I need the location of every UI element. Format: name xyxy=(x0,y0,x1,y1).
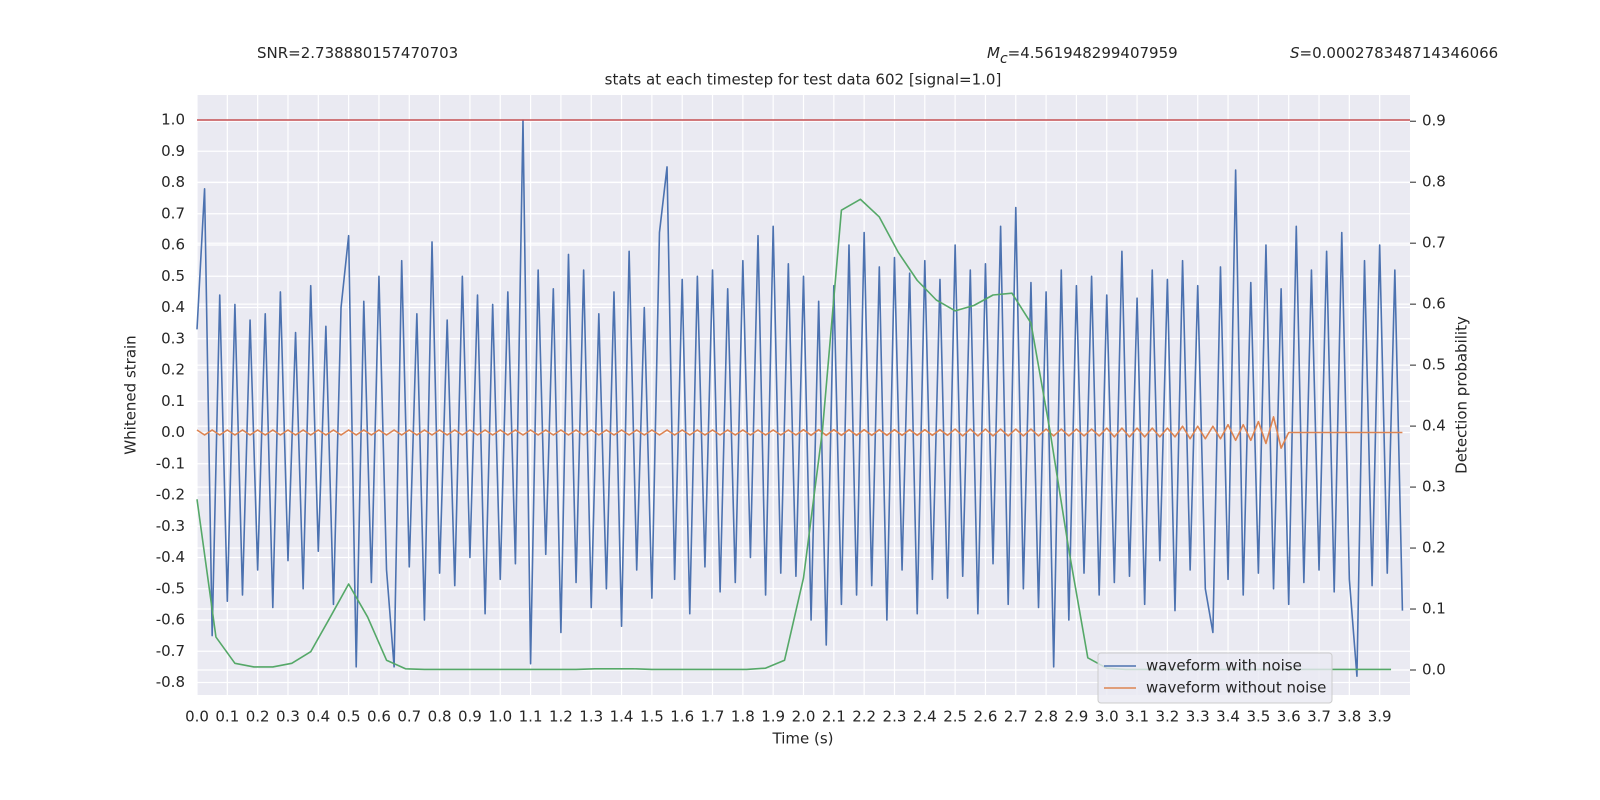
x-tick-label: 0.5 xyxy=(337,708,361,726)
y2-tick-label: 0.3 xyxy=(1422,478,1446,496)
x-tick-label: 3.8 xyxy=(1337,708,1361,726)
x-tick-label: 3.2 xyxy=(1155,708,1179,726)
series-line xyxy=(196,416,1403,449)
legend-label: waveform without noise xyxy=(1146,679,1326,697)
x-tick-label: 0.3 xyxy=(276,708,300,726)
x-tick-label: 3.5 xyxy=(1246,708,1270,726)
x-tick-label: 2.2 xyxy=(852,708,876,726)
annotation-symbol: S xyxy=(1290,44,1300,62)
x-tick-label: 0.6 xyxy=(367,708,391,726)
x-tick-label: 0.1 xyxy=(215,708,239,726)
legend-box xyxy=(1097,652,1333,704)
y-tick-label: 0.7 xyxy=(161,204,185,222)
x-tick-label: 2.4 xyxy=(913,708,937,726)
header-annotation: Mc=4.561948299407959 xyxy=(987,44,1178,68)
y-axis-label: Whitened strain xyxy=(122,335,140,454)
x-tick-label: 2.8 xyxy=(1034,708,1058,726)
x-tick-label: 2.6 xyxy=(974,708,998,726)
header-annotation: SNR=2.738880157470703 xyxy=(257,44,458,62)
y-tick-label: 0.2 xyxy=(161,361,185,379)
x-axis-label: Time (s) xyxy=(772,730,834,748)
y-tick-label: -0.1 xyxy=(156,454,185,472)
x-tick-label: 1.4 xyxy=(610,708,634,726)
x-tick-label: 3.7 xyxy=(1307,708,1331,726)
y-tick-label: 0.1 xyxy=(161,392,185,410)
y-tick-label: 0.8 xyxy=(161,173,185,191)
y2-tick-label: 0.2 xyxy=(1422,539,1446,557)
x-tick-label: 3.1 xyxy=(1125,708,1149,726)
x-tick-label: 3.0 xyxy=(1095,708,1119,726)
x-tick-label: 2.3 xyxy=(883,708,907,726)
x-tick-label: 2.1 xyxy=(822,708,846,726)
x-tick-label: 1.3 xyxy=(579,708,603,726)
y-tick-label: -0.5 xyxy=(156,579,185,597)
x-tick-label: 1.9 xyxy=(761,708,785,726)
x-tick-label: 1.8 xyxy=(731,708,755,726)
annotation-symbol: M xyxy=(987,44,1000,62)
x-tick-label: 1.6 xyxy=(670,708,694,726)
x-tick-label: 2.0 xyxy=(792,708,816,726)
y-tick-label: 0.4 xyxy=(161,298,185,316)
y2-tick-label: 0.0 xyxy=(1422,661,1446,679)
y-tick-label: -0.3 xyxy=(156,517,185,535)
y2-tick-label: 0.9 xyxy=(1422,112,1446,130)
x-tick-label: 3.9 xyxy=(1368,708,1392,726)
x-tick-label: 3.3 xyxy=(1186,708,1210,726)
x-tick-label: 2.7 xyxy=(1004,708,1028,726)
x-tick-label: 0.8 xyxy=(428,708,452,726)
annotation-text: SNR=2.738880157470703 xyxy=(257,44,458,62)
y-tick-label: -0.6 xyxy=(156,611,185,629)
x-tick-label: 2.5 xyxy=(943,708,967,726)
x-tick-label: 1.2 xyxy=(549,708,573,726)
x-tick-label: 1.7 xyxy=(701,708,725,726)
x-tick-label: 0.9 xyxy=(458,708,482,726)
x-tick-label: 0.2 xyxy=(246,708,270,726)
y-tick-label: 0.6 xyxy=(161,236,185,254)
y-tick-label: 0.3 xyxy=(161,329,185,347)
y-tick-label: 0.5 xyxy=(161,267,185,285)
y2-tick-label: 0.4 xyxy=(1422,417,1446,435)
y2-tick-label: 0.7 xyxy=(1422,234,1446,252)
y-tick-label: 0.0 xyxy=(161,423,185,441)
y-tick-label: 0.9 xyxy=(161,142,185,160)
legend-label: waveform with noise xyxy=(1146,657,1302,675)
annotation-text: =4.561948299407959 xyxy=(1008,44,1178,62)
x-tick-label: 0.0 xyxy=(185,708,209,726)
x-tick-label: 3.4 xyxy=(1216,708,1240,726)
y2-tick-label: 0.6 xyxy=(1422,295,1446,313)
y-tick-label: -0.8 xyxy=(156,673,185,691)
y-tick-label: -0.7 xyxy=(156,642,185,660)
y-tick-label: -0.2 xyxy=(156,486,185,504)
y2-axis-label: Detection probability xyxy=(1453,316,1471,474)
series-line xyxy=(196,119,1404,678)
y-tick-label: -0.4 xyxy=(156,548,185,566)
annotation-text: =0.000278348714346066 xyxy=(1300,44,1499,62)
x-tick-label: 2.9 xyxy=(1064,708,1088,726)
header-annotation: S=0.000278348714346066 xyxy=(1290,44,1498,62)
y2-tick-label: 0.1 xyxy=(1422,600,1446,618)
chart-title: stats at each timestep for test data 602… xyxy=(605,71,1002,89)
annotation-subscript: c xyxy=(1000,51,1008,67)
x-tick-label: 1.0 xyxy=(488,708,512,726)
x-tick-label: 3.6 xyxy=(1277,708,1301,726)
y-tick-label: 1.0 xyxy=(161,111,185,129)
x-tick-label: 0.4 xyxy=(306,708,330,726)
x-tick-label: 1.5 xyxy=(640,708,664,726)
x-tick-label: 1.1 xyxy=(519,708,543,726)
x-tick-label: 0.7 xyxy=(397,708,421,726)
y2-tick-label: 0.8 xyxy=(1422,173,1446,191)
y2-tick-label: 0.5 xyxy=(1422,356,1446,374)
